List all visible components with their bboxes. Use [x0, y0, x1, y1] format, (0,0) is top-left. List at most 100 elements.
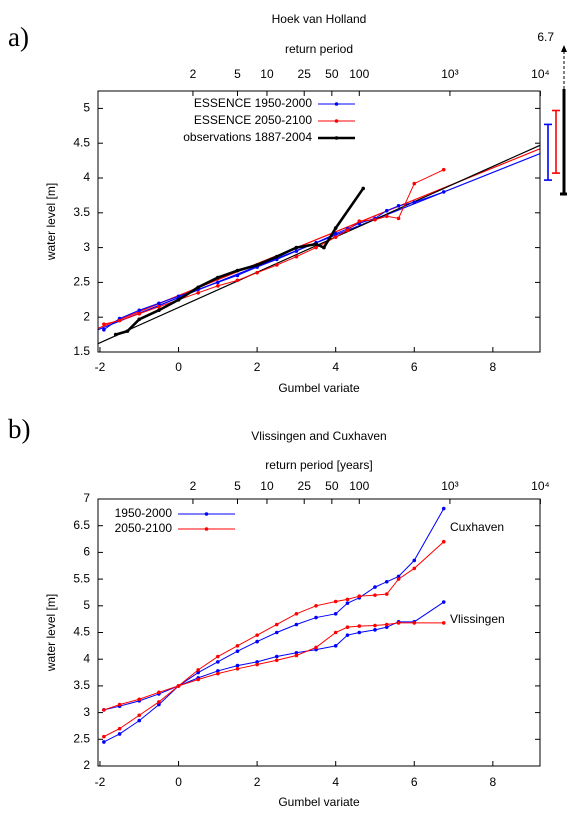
data-point — [357, 630, 362, 635]
legend-marker — [204, 527, 209, 531]
x2-tick-label: 50 — [325, 67, 339, 81]
data-point — [441, 600, 446, 604]
data-point — [235, 268, 240, 273]
data-point — [441, 167, 446, 172]
y-tick-label: 5 — [83, 598, 90, 612]
data-point — [294, 249, 299, 253]
x-tick-label: 2 — [254, 775, 261, 789]
data-point — [216, 284, 220, 288]
data-point — [396, 577, 401, 581]
x-tick-label: 2 — [254, 360, 261, 374]
legend-marker — [334, 119, 339, 123]
x2-tick-label: 100 — [349, 67, 369, 81]
data-point — [396, 204, 401, 208]
series-line — [103, 191, 444, 331]
x2-tick-label: 10⁴ — [531, 479, 550, 493]
data-point — [314, 245, 318, 250]
y-tick-label: 4.5 — [73, 135, 90, 149]
data-point — [396, 621, 401, 625]
data-point — [314, 645, 318, 650]
x2-tick-label: 10³ — [441, 479, 458, 493]
x-tick-label: 8 — [490, 775, 497, 789]
y-tick-label: 2.5 — [73, 731, 90, 745]
data-point — [216, 280, 220, 285]
data-point — [412, 558, 417, 563]
data-point — [196, 670, 200, 675]
arrow-head — [561, 45, 567, 52]
y-tick-label: 3 — [83, 240, 90, 254]
legend-marker — [204, 512, 209, 516]
data-point — [117, 732, 122, 736]
data-point — [216, 671, 220, 676]
data-point — [255, 660, 259, 664]
data-point — [117, 318, 122, 323]
data-point — [412, 181, 417, 186]
data-point — [345, 601, 350, 605]
panel-label: b) — [8, 414, 31, 444]
data-point — [255, 270, 259, 275]
x-tick-label: -2 — [95, 360, 106, 374]
data-point — [384, 579, 389, 584]
y-tick-label: 6.5 — [73, 518, 90, 532]
x2-tick-label: 10 — [260, 479, 274, 493]
data-point — [235, 278, 240, 283]
data-point — [196, 677, 200, 682]
data-point — [274, 658, 279, 663]
data-point — [384, 625, 389, 629]
chart-title: Vlissingen and Cuxhaven — [251, 429, 386, 443]
data-point — [345, 625, 350, 629]
data-point — [176, 294, 181, 299]
data-point — [102, 322, 106, 326]
data-point — [157, 304, 161, 309]
data-point — [384, 622, 389, 627]
data-point — [216, 660, 220, 664]
data-point — [333, 599, 338, 604]
data-point — [373, 217, 377, 222]
x2-tick-label: 10 — [260, 67, 274, 81]
x-tick-label: 0 — [175, 360, 182, 374]
y-tick-label: 2 — [83, 758, 90, 772]
data-point — [345, 228, 350, 232]
data-point — [441, 621, 446, 625]
data-point — [345, 633, 350, 637]
data-point — [102, 327, 106, 332]
data-point — [102, 708, 106, 712]
x2-tick-label: 5 — [234, 479, 241, 493]
y-tick-label: 6 — [83, 545, 90, 559]
legend-marker — [334, 102, 339, 106]
data-point — [235, 644, 240, 648]
x2-tick-label: 10⁴ — [531, 67, 550, 81]
data-point — [157, 702, 161, 707]
data-point — [137, 317, 142, 322]
x-tick-label: -2 — [95, 775, 106, 789]
data-point — [196, 291, 200, 295]
legend-label: ESSENCE 1950-2000 — [194, 96, 312, 110]
series-line — [103, 508, 445, 743]
data-point — [216, 275, 220, 280]
chart-title: Hoek van Holland — [272, 12, 367, 26]
panel-label: a) — [8, 22, 29, 52]
y-tick-label: 5.5 — [73, 571, 90, 585]
data-point — [373, 623, 377, 628]
data-point — [441, 539, 446, 544]
x2-axis-label: return period [years] — [265, 458, 372, 472]
series-line — [115, 187, 365, 336]
annotation: Vlissingen — [450, 612, 505, 626]
data-point — [235, 649, 240, 653]
y-tick-label: 2 — [83, 309, 90, 323]
data-point — [137, 308, 142, 313]
y-tick-label: 1.5 — [73, 344, 90, 358]
x2-tick-label: 5 — [234, 67, 241, 81]
data-point — [176, 684, 181, 688]
data-point — [333, 612, 338, 616]
y-tick-label: 4 — [83, 651, 90, 665]
data-point — [117, 702, 122, 707]
data-point — [314, 615, 318, 620]
data-point — [333, 226, 338, 230]
data-point — [373, 585, 377, 589]
data-point — [396, 574, 401, 579]
x-tick-label: 6 — [411, 360, 418, 374]
data-point — [345, 597, 350, 602]
series-line — [103, 622, 444, 711]
